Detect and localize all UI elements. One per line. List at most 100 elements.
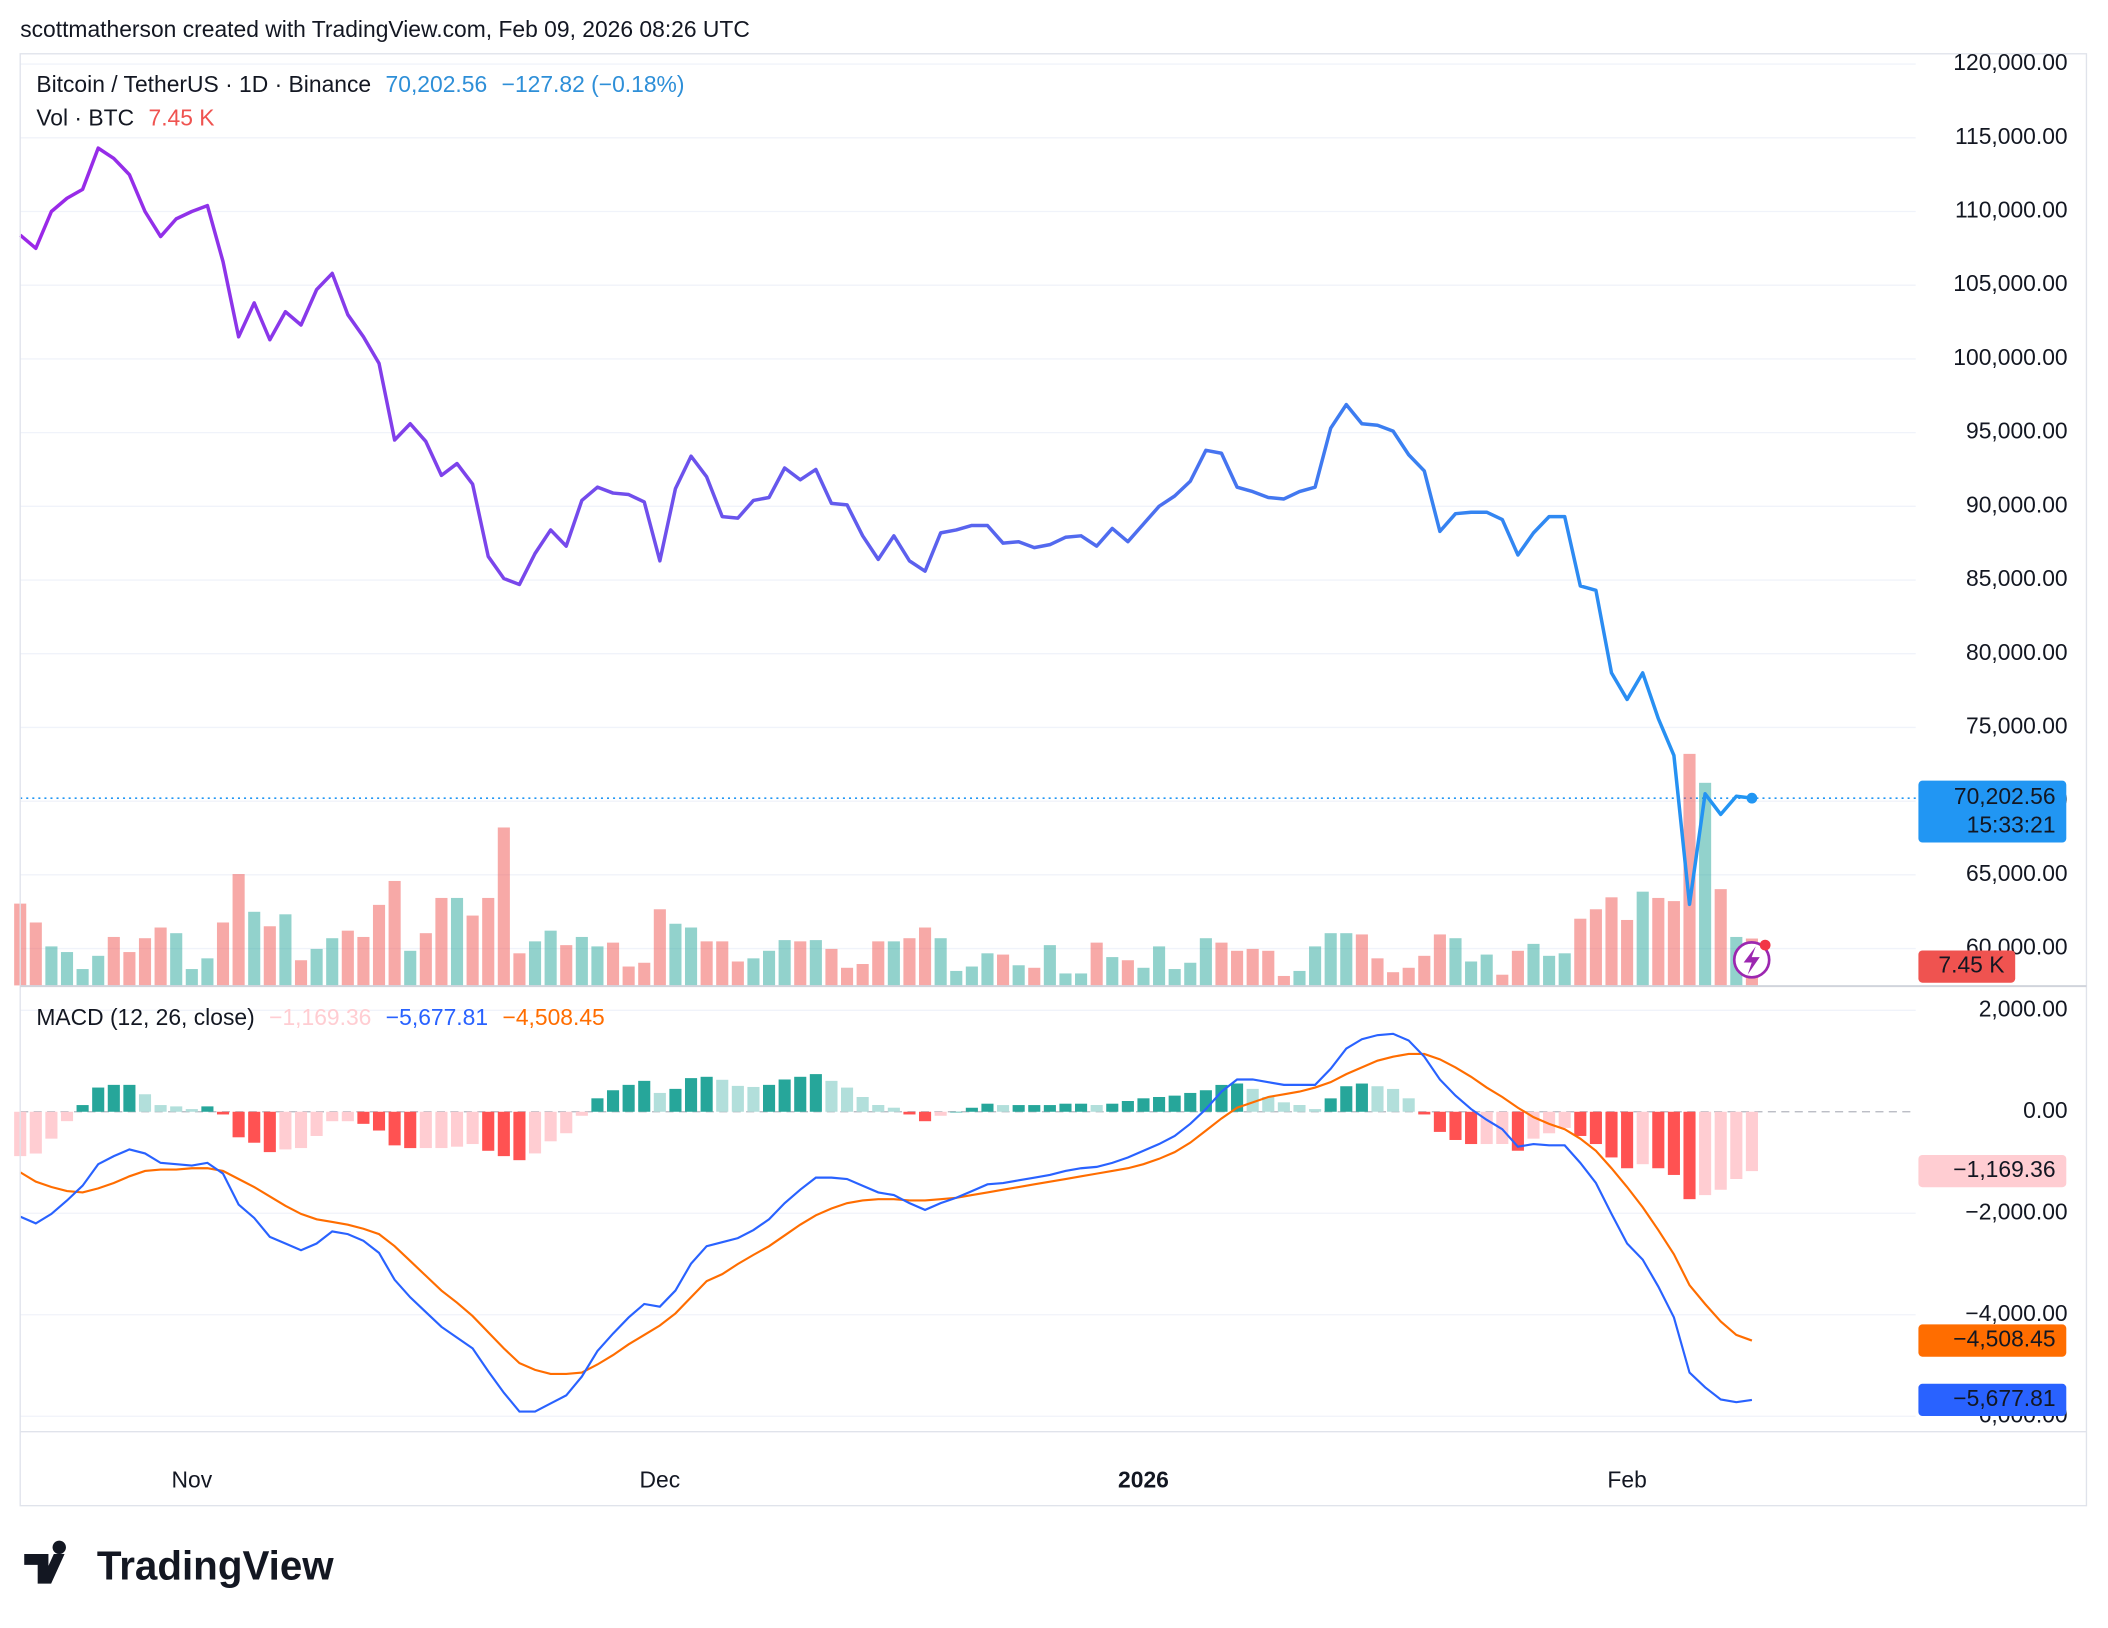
x-tick-label: Nov bbox=[171, 1466, 212, 1492]
histogram-bar bbox=[1012, 1105, 1025, 1112]
histogram-bar bbox=[1433, 1111, 1446, 1132]
histogram-bar bbox=[872, 1105, 885, 1112]
histogram-bar bbox=[1418, 1111, 1431, 1115]
volume-bar bbox=[1277, 975, 1290, 986]
volume-bar bbox=[466, 915, 479, 986]
y-tick-label: −2,000.00 bbox=[1965, 1198, 2067, 1224]
volume-bar bbox=[138, 938, 152, 986]
histogram-bar bbox=[263, 1111, 276, 1153]
volume-bar bbox=[294, 960, 308, 986]
histogram-bar bbox=[45, 1111, 58, 1139]
volume-bar bbox=[1496, 974, 1509, 986]
legend-macd: −5,677.81 bbox=[386, 1004, 488, 1030]
volume-bar bbox=[1106, 957, 1119, 986]
volume-bar bbox=[528, 941, 542, 986]
histogram-bar bbox=[1106, 1103, 1119, 1112]
volume-bar bbox=[357, 936, 370, 986]
volume-bar bbox=[1465, 961, 1478, 986]
volume-bar bbox=[1621, 919, 1634, 986]
histogram-bar bbox=[544, 1111, 557, 1142]
histogram-bar bbox=[279, 1111, 292, 1150]
histogram-bar bbox=[482, 1111, 495, 1151]
histogram-bar bbox=[575, 1111, 588, 1116]
legend-hist: −1,169.36 bbox=[269, 1004, 371, 1030]
volume-bar bbox=[1293, 970, 1306, 986]
volume-tag bbox=[1918, 950, 2016, 983]
legend-change: −127.82 (−0.18%) bbox=[502, 71, 685, 97]
histogram-bar bbox=[747, 1086, 760, 1112]
y-tick-label: 110,000.00 bbox=[1955, 197, 2068, 223]
legend-title: Vol · BTC bbox=[36, 105, 134, 131]
y-tick-label: −4,000.00 bbox=[1965, 1300, 2067, 1326]
macd-tag bbox=[1918, 1324, 2067, 1357]
volume-bar bbox=[1558, 953, 1571, 986]
volume-bar bbox=[1527, 943, 1540, 986]
histogram-bar bbox=[1262, 1096, 1275, 1112]
y-tick-label: 105,000.00 bbox=[1953, 270, 2067, 296]
volume-bar bbox=[279, 914, 292, 986]
volume-bar bbox=[216, 922, 230, 986]
histogram-bar bbox=[622, 1084, 635, 1112]
volume-bar bbox=[1714, 889, 1727, 986]
volume-bar bbox=[1246, 948, 1259, 986]
histogram-bar bbox=[294, 1111, 308, 1149]
histogram-bar bbox=[1621, 1111, 1634, 1169]
volume-bar bbox=[1215, 942, 1228, 986]
volume-bar bbox=[653, 909, 666, 986]
volume-bar bbox=[372, 904, 386, 986]
grid-layer bbox=[20, 63, 1916, 1417]
histogram-bar bbox=[1745, 1111, 1758, 1172]
histogram-bar bbox=[606, 1090, 620, 1112]
histogram-bar bbox=[419, 1111, 432, 1149]
volume-bar bbox=[1543, 955, 1556, 986]
volume-bar bbox=[1589, 909, 1602, 986]
histogram-bar bbox=[1293, 1105, 1306, 1112]
histogram-bar bbox=[1714, 1111, 1727, 1190]
histogram-bar bbox=[92, 1087, 105, 1112]
volume-bar bbox=[482, 897, 495, 986]
volume-bar bbox=[513, 953, 526, 986]
histogram-bar bbox=[825, 1080, 838, 1112]
volume-bar bbox=[310, 948, 323, 986]
y-tick-label: 2,000.00 bbox=[1979, 995, 2068, 1021]
volume-bar bbox=[1309, 946, 1322, 986]
volume-bar bbox=[934, 938, 947, 986]
volume-bar bbox=[45, 946, 58, 986]
histogram-bar bbox=[1636, 1111, 1649, 1165]
volume-bar bbox=[778, 940, 791, 986]
volume-bar bbox=[903, 938, 916, 986]
histogram-bar bbox=[1075, 1103, 1088, 1112]
histogram-bar bbox=[123, 1084, 136, 1112]
histogram-bar bbox=[1652, 1111, 1665, 1169]
volume-bar bbox=[1699, 782, 1712, 986]
histogram-bar bbox=[170, 1106, 183, 1112]
volume-bar bbox=[825, 948, 838, 986]
histogram-bar bbox=[1184, 1092, 1197, 1112]
logo: TradingView bbox=[24, 1540, 334, 1589]
marks-layer bbox=[14, 146, 1916, 1413]
histogram-bar bbox=[700, 1076, 713, 1112]
histogram-bar bbox=[1153, 1096, 1166, 1112]
volume-bar bbox=[606, 942, 620, 986]
histogram-bar bbox=[341, 1111, 354, 1122]
y-tick-label: 85,000.00 bbox=[1966, 565, 2068, 591]
histogram-bar bbox=[762, 1084, 776, 1112]
volume-bar bbox=[981, 953, 994, 986]
histogram-bar bbox=[1605, 1111, 1618, 1158]
chart-frame bbox=[19, 53, 2088, 1507]
volume-bar bbox=[1121, 960, 1134, 986]
histogram-bar bbox=[1277, 1102, 1290, 1112]
histogram-bar bbox=[435, 1111, 448, 1149]
volume-bar bbox=[1028, 967, 1041, 986]
volume-bar bbox=[716, 941, 729, 986]
signal-line bbox=[19, 1052, 1753, 1375]
legend-last: 70,202.56 bbox=[386, 71, 488, 97]
tags-layer: NovDec2026Feb60,000.0065,000.0070,000.00… bbox=[171, 49, 2067, 1492]
volume-bar bbox=[887, 941, 900, 986]
histogram-bar bbox=[1699, 1111, 1712, 1196]
histogram-bar bbox=[1683, 1111, 1696, 1200]
histogram-bar bbox=[856, 1096, 869, 1112]
volume-bar bbox=[731, 961, 744, 986]
volume-bar bbox=[435, 897, 448, 986]
